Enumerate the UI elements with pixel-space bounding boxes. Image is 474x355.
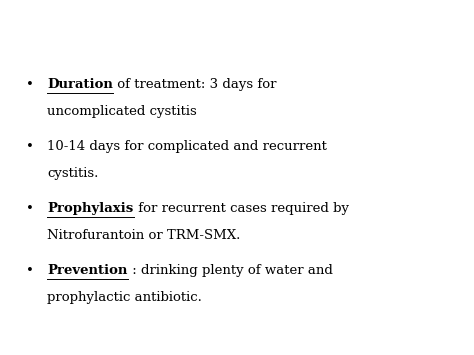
Text: Duration: Duration [47, 78, 113, 91]
Text: •: • [26, 140, 34, 153]
Text: •: • [26, 264, 34, 278]
Text: 10-14 days for complicated and recurrent: 10-14 days for complicated and recurrent [47, 140, 327, 153]
Text: of treatment: 3 days for: of treatment: 3 days for [113, 78, 277, 91]
Text: •: • [26, 78, 34, 91]
Text: •: • [26, 202, 34, 215]
Text: cystitis.: cystitis. [47, 167, 99, 180]
Text: Prophylaxis: Prophylaxis [47, 202, 134, 215]
Text: Nitrofurantoin or TRM-SMX.: Nitrofurantoin or TRM-SMX. [47, 229, 241, 242]
Text: prophylactic antibiotic.: prophylactic antibiotic. [47, 291, 202, 304]
Text: Prevention: Prevention [47, 264, 128, 278]
Text: : drinking plenty of water and: : drinking plenty of water and [128, 264, 333, 278]
Text: uncomplicated cystitis: uncomplicated cystitis [47, 105, 197, 118]
Text: for recurrent cases required by: for recurrent cases required by [134, 202, 349, 215]
